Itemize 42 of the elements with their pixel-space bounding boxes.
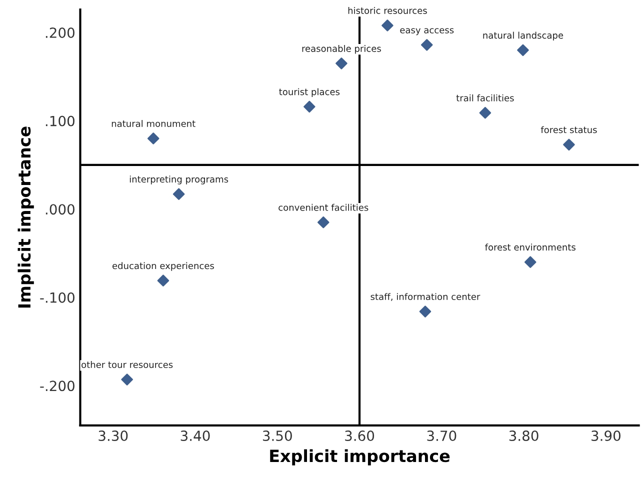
point (336, 58, 348, 70)
annotation: reasonable prices (302, 44, 381, 54)
annotation: forest status (540, 126, 597, 134)
x-tick-label: 3.90 (592, 430, 620, 442)
annotation: trail facilities (456, 94, 514, 102)
x-tick-label: 3.30 (98, 430, 128, 442)
point (420, 38, 433, 51)
point (317, 216, 330, 228)
annotation: tourist places (279, 88, 340, 97)
annotation: historic resources (348, 6, 427, 14)
annotation: forest environments (485, 244, 576, 251)
point (157, 274, 170, 287)
annotation: education experiences (112, 262, 214, 271)
annotation: interpreting programs (130, 176, 228, 184)
point (563, 138, 575, 151)
annotation: easy access (400, 28, 454, 36)
point (304, 100, 316, 113)
point (121, 374, 133, 386)
x-tick-label: 3.60 (345, 430, 374, 442)
y-tick-label: .100 (46, 116, 74, 126)
x-tick-label: 3.70 (427, 430, 456, 442)
x-tick-label: 3.80 (509, 430, 538, 442)
point (382, 20, 394, 32)
y-tick-label: -.100 (40, 292, 74, 303)
y-tick-label: -.200 (40, 380, 74, 392)
annotation: staff, information center (370, 293, 480, 301)
annotation: natural landscape (483, 32, 564, 40)
annotation: natural monument (112, 120, 196, 127)
point (524, 256, 536, 268)
y-axis-title: Implicit importance (18, 126, 34, 308)
y-tick-label: .200 (46, 27, 74, 38)
x-tick-label: 3.40 (180, 430, 210, 442)
point (172, 188, 185, 200)
point (419, 306, 432, 318)
x-tick-label: 3.50 (262, 430, 292, 442)
y-tick-label: .000 (46, 204, 74, 215)
annotation: other tour resources (82, 361, 173, 368)
point (517, 44, 529, 56)
x-axis-title: Explicit importance (270, 449, 450, 466)
annotation: convenient facilities (278, 204, 368, 211)
point (147, 132, 160, 144)
point (479, 106, 492, 119)
